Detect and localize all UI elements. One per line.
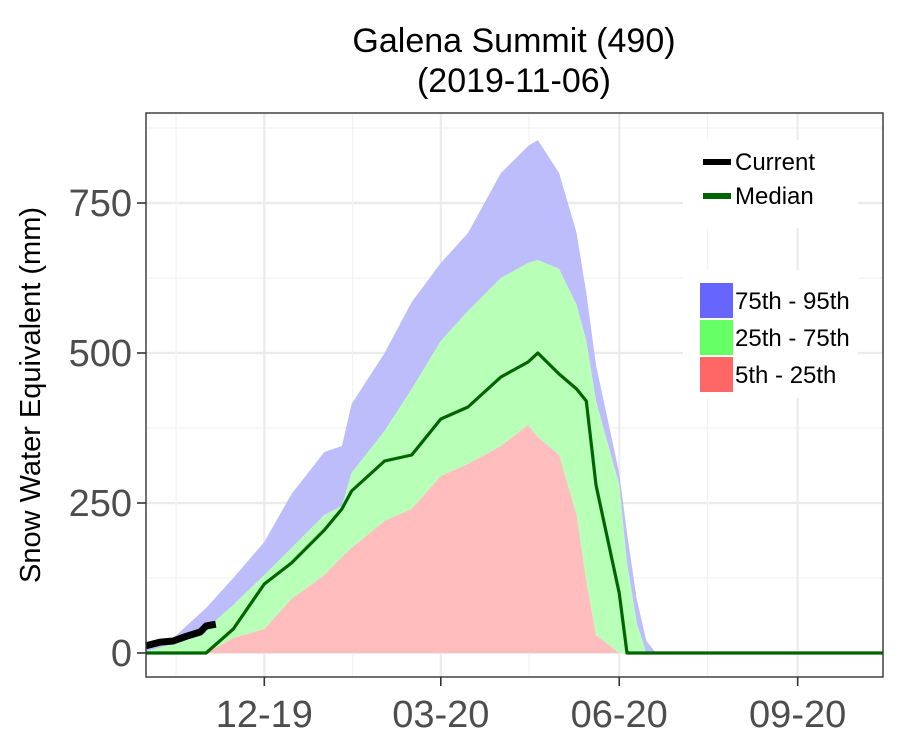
legend-label: 5th - 25th	[735, 362, 836, 389]
x-tick-label: 12-19	[216, 694, 313, 736]
legend-label: Median	[735, 183, 814, 210]
current-line	[145, 620, 217, 650]
y-tick-label: 250	[69, 483, 132, 525]
legend-lines-box	[683, 140, 858, 228]
legend-key-band	[700, 320, 733, 355]
y-axis: 0 250 500 750	[69, 183, 146, 675]
y-axis-label: Snow Water Equivalent (mm)	[15, 207, 47, 583]
legend-label: 75th - 95th	[735, 288, 850, 315]
legend-label: Current	[735, 149, 815, 176]
x-axis: 12-19 03-20 06-20 09-20	[216, 677, 846, 736]
band-5th-25th	[146, 425, 883, 653]
x-tick-label: 09-20	[749, 694, 846, 736]
x-tick-label: 06-20	[571, 694, 668, 736]
plot-border	[145, 112, 884, 678]
median-line	[146, 351, 883, 655]
y-tick-label: 750	[69, 183, 132, 225]
band-75th-95th	[146, 140, 883, 653]
x-tick-label: 03-20	[392, 694, 489, 736]
legend-label: 25th - 75th	[735, 325, 850, 352]
legend-key-band	[700, 357, 733, 392]
y-tick-label: 0	[111, 633, 132, 675]
legend: Current Median 75th - 95th 25th - 75th 5th -…	[683, 140, 858, 398]
y-tick-label: 500	[69, 333, 132, 375]
chart-title: Galena Summit (490)	[352, 22, 675, 60]
chart-subtitle: (2019-11-06)	[417, 62, 611, 100]
band-25th-75th	[146, 260, 883, 653]
legend-key-band	[700, 283, 733, 318]
